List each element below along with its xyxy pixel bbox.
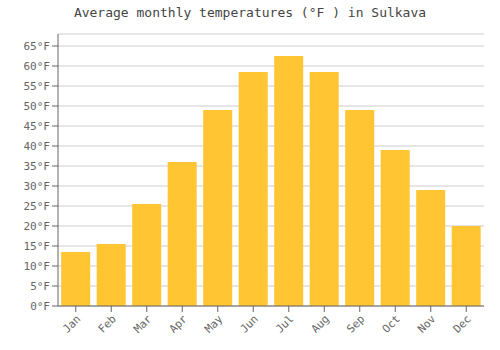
svg-text:5°F: 5°F <box>30 280 50 293</box>
svg-text:0°F: 0°F <box>30 300 50 313</box>
html-text:Average monthly temperatures (: Average monthly temperatures (°F ) in Su… <box>73 5 427 20</box>
svg-text:55°F: 55°F <box>24 80 51 93</box>
svg-text:10°F: 10°F <box>24 260 51 273</box>
svg-text:Jul: Jul <box>273 312 296 335</box>
svg-text:35°F: 35°F <box>24 160 51 173</box>
svg-text:Nov: Nov <box>415 312 439 336</box>
svg-text:Dec: Dec <box>451 312 474 335</box>
svg-text:May: May <box>202 312 226 336</box>
svg-text:30°F: 30°F <box>24 180 51 193</box>
svg-text:Jun: Jun <box>238 312 261 335</box>
svg-text:Jan: Jan <box>60 312 83 335</box>
svg-text:45°F: 45°F <box>24 120 51 133</box>
svg-text:Mar: Mar <box>131 312 155 336</box>
svg-text:60°F: 60°F <box>24 60 51 73</box>
svg-text:Sep: Sep <box>344 312 367 335</box>
svg-text:65°F: 65°F <box>24 40 51 53</box>
svg-text:15°F: 15°F <box>24 240 51 253</box>
svg-text:50°F: 50°F <box>24 100 51 113</box>
svg-text:Feb: Feb <box>96 312 119 335</box>
svg-text:40°F: 40°F <box>24 140 51 153</box>
svg-text:Aug: Aug <box>309 312 332 335</box>
svg-text:25°F: 25°F <box>24 200 51 213</box>
svg-text:Oct: Oct <box>380 312 403 335</box>
svg-text:Apr: Apr <box>167 312 191 336</box>
svg-text:20°F: 20°F <box>24 220 51 233</box>
